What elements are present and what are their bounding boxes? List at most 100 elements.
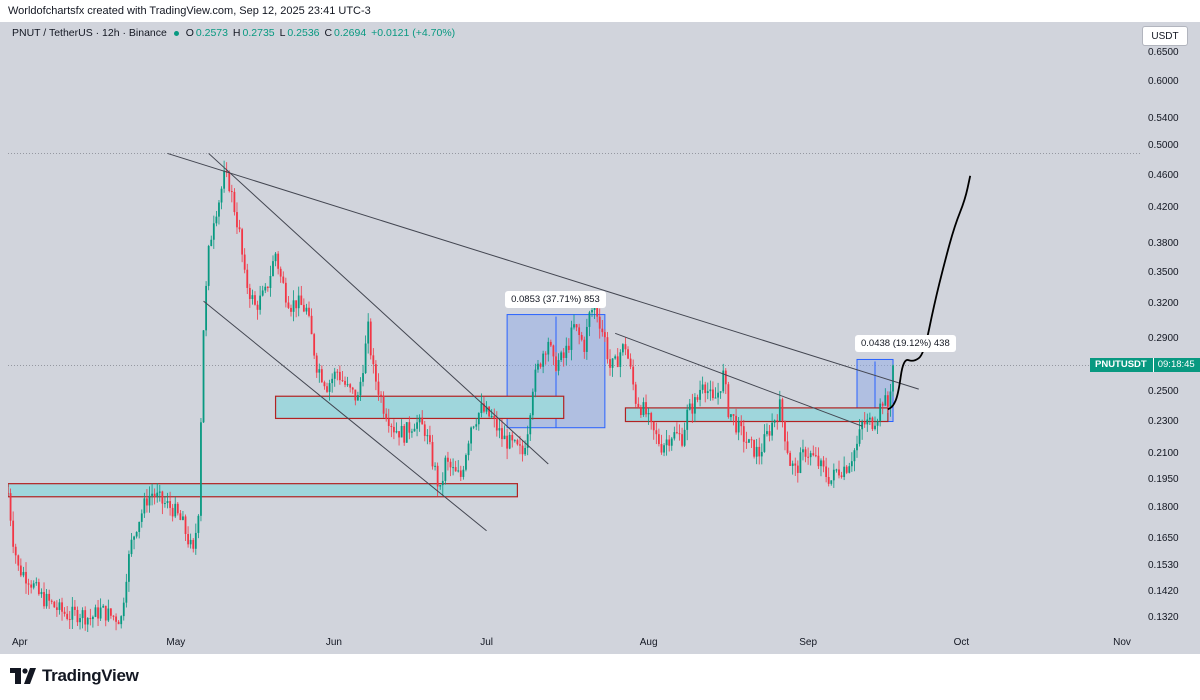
candle-body xyxy=(230,191,233,193)
candle-body xyxy=(166,501,169,504)
candle-body xyxy=(302,304,305,312)
candle-body xyxy=(483,403,485,412)
candle-body xyxy=(418,417,421,423)
candle-body xyxy=(174,503,177,517)
tradingview-logo[interactable]: TradingView xyxy=(10,666,139,686)
currency-button[interactable]: USDT xyxy=(1142,26,1188,46)
candle-body xyxy=(660,444,663,453)
candle-body xyxy=(79,618,81,623)
candle-body xyxy=(827,476,830,484)
candle-body xyxy=(722,370,725,392)
candle-body xyxy=(169,501,171,508)
candle-body xyxy=(521,445,524,455)
candle-body xyxy=(596,303,599,317)
upper-channel-line xyxy=(208,153,549,465)
x-tick-label: Aug xyxy=(639,637,658,648)
candle-body xyxy=(400,425,403,438)
candle-body xyxy=(629,358,632,367)
candle-body xyxy=(501,428,503,440)
candle-body xyxy=(802,449,804,453)
candle-body xyxy=(359,381,362,396)
candle-body xyxy=(236,212,238,228)
candle-body xyxy=(282,276,285,283)
measure-july-label: 0.0853 (37.71%) 853 xyxy=(505,290,606,308)
candle-body xyxy=(9,493,12,521)
candle-body xyxy=(426,435,429,437)
candle-body xyxy=(431,441,434,467)
candle-body xyxy=(513,440,516,442)
candle-body xyxy=(272,261,274,277)
candle-body xyxy=(452,467,454,469)
candle-body xyxy=(35,582,38,584)
candle-body xyxy=(544,353,547,355)
candle-body xyxy=(22,571,25,576)
candle-body xyxy=(246,269,249,288)
candle-body xyxy=(719,391,722,393)
tradingview-logo-icon xyxy=(10,668,36,684)
y-tick-label: 0.1800 xyxy=(1148,502,1179,514)
y-tick-label: 0.2900 xyxy=(1148,333,1179,345)
candle-body xyxy=(606,337,609,360)
candle-body xyxy=(557,360,560,371)
candle-body xyxy=(151,493,153,496)
price-tag-countdown: 09:18:45 xyxy=(1157,359,1195,371)
candle-body xyxy=(385,413,388,420)
low-value: 0.2536 xyxy=(287,27,320,39)
measure-sept-label: 0.0438 (19.12%) 438 xyxy=(855,335,956,353)
y-tick-label: 0.3200 xyxy=(1148,298,1179,310)
candle-body xyxy=(220,188,223,203)
candle-body xyxy=(871,417,874,430)
candle-body xyxy=(447,457,449,462)
candle-body xyxy=(449,461,452,468)
candle-body xyxy=(261,290,264,296)
candle-body xyxy=(542,353,545,367)
candle-body xyxy=(863,421,866,425)
candle-body xyxy=(776,420,779,422)
candle-body xyxy=(825,466,828,477)
candle-body xyxy=(176,503,179,514)
candle-body xyxy=(292,300,295,312)
candle-body xyxy=(207,245,210,286)
candle-body xyxy=(84,610,87,625)
candle-body xyxy=(215,216,218,224)
y-tick-label: 0.2500 xyxy=(1148,385,1179,397)
candle-body xyxy=(465,455,467,470)
candle-body xyxy=(688,403,691,410)
candle-body xyxy=(318,369,321,373)
candle-body xyxy=(439,485,442,487)
candle-body xyxy=(498,428,501,431)
candle-body xyxy=(138,521,141,532)
candle-body xyxy=(789,452,792,466)
candle-body xyxy=(112,615,115,617)
candle-body xyxy=(403,425,406,443)
candle-body xyxy=(655,430,658,435)
candle-body xyxy=(830,480,833,484)
candle-body xyxy=(326,386,328,392)
candle-body xyxy=(480,403,483,414)
price-tag-symbol: PNUTUSDT xyxy=(1095,358,1154,373)
candle-body xyxy=(274,253,277,262)
candle-body xyxy=(506,435,509,449)
candle-body xyxy=(508,434,511,449)
candle-body xyxy=(511,434,514,441)
candle-body xyxy=(657,434,660,445)
candle-body xyxy=(850,461,853,467)
candle-body xyxy=(704,384,707,394)
candle-body xyxy=(652,422,655,431)
candle-body xyxy=(223,170,226,189)
close-value: 0.2694 xyxy=(334,27,367,39)
candle-body xyxy=(591,309,593,313)
candle-body xyxy=(822,460,825,467)
last-price-tag: PNUTUSDT 09:18:45 xyxy=(1090,358,1200,373)
candle-body xyxy=(611,358,614,368)
candle-body xyxy=(19,565,22,576)
candle-body xyxy=(182,516,184,520)
candle-body xyxy=(727,384,730,418)
candle-body xyxy=(354,389,357,401)
candle-body xyxy=(310,315,313,335)
candle-body xyxy=(755,446,758,457)
candle-body xyxy=(467,443,470,456)
candle-body xyxy=(585,326,588,352)
candle-body xyxy=(27,583,30,585)
